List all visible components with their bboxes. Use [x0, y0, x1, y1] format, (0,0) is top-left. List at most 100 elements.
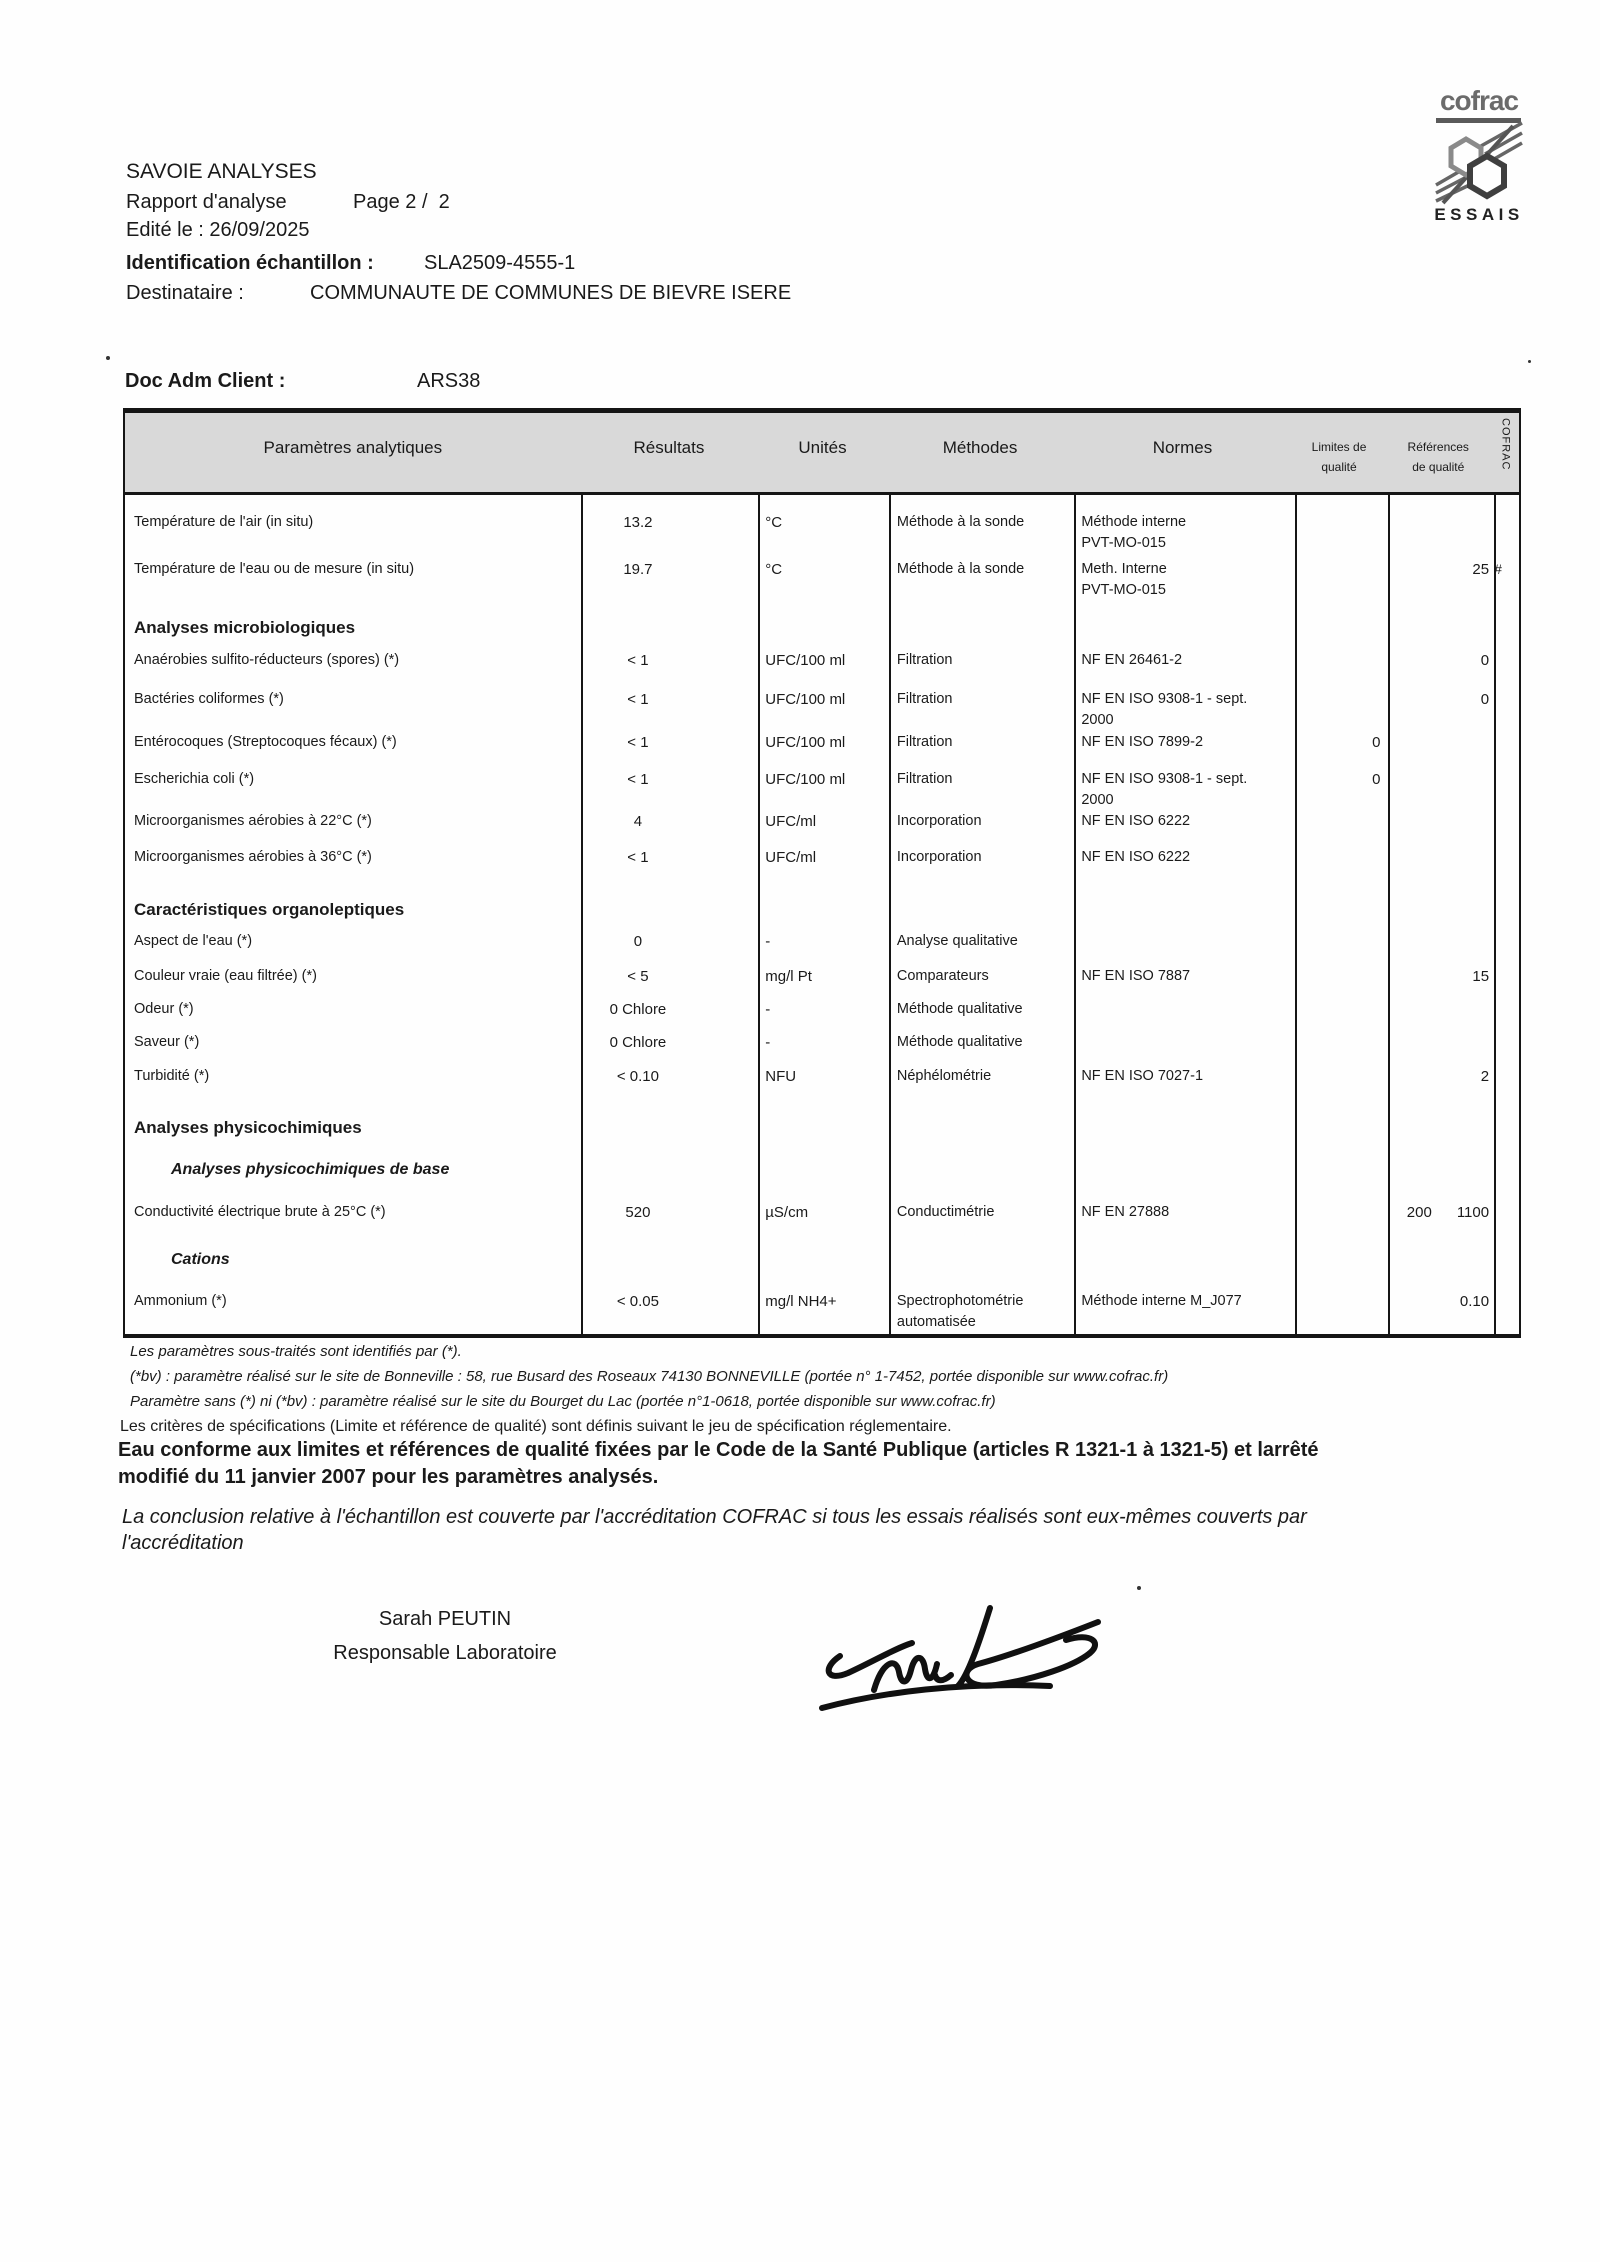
- header-cofrac-label: COFRAC: [1499, 418, 1512, 471]
- scan-speck: [1137, 1586, 1141, 1590]
- cell-param: Couleur vraie (eau filtrée) (*): [134, 968, 317, 984]
- cell-unit: UFC/100 ml: [765, 691, 846, 708]
- cell-method: Filtration: [896, 771, 953, 787]
- cell-result: 0 Chlore: [609, 1034, 667, 1051]
- cell-unit: mg/l NH4+: [765, 1293, 837, 1310]
- cell-cofrac: [1491, 966, 1519, 987]
- header-resultats: Résultats: [633, 438, 705, 457]
- section-organoleptic: Caractéristiques organoleptiques: [134, 900, 405, 919]
- cell-result: < 1: [627, 849, 649, 866]
- cell-norm: [1072, 931, 1292, 952]
- accreditation-line2: l'accréditation: [122, 1532, 244, 1554]
- doc-adm-label: Doc Adm Client :: [125, 370, 286, 392]
- cell-cofrac: [1491, 1032, 1519, 1053]
- cell-ref: [1385, 512, 1491, 554]
- table-row: Microorganismes aérobies à 36°C (*) < 1 …: [125, 847, 1519, 868]
- cell-method: Néphélométrie: [896, 1068, 992, 1084]
- cell-cofrac: [1491, 847, 1519, 868]
- column-divider: [889, 495, 891, 1334]
- scan-speck: [1528, 360, 1531, 363]
- cell-cofrac: [1491, 689, 1519, 731]
- edition-date: Edité le : 26/09/2025: [126, 219, 310, 241]
- recipient-label: Destinataire :: [126, 282, 244, 304]
- cell-cofrac: [1491, 999, 1519, 1020]
- cell-ref: 25: [1472, 561, 1490, 578]
- report-title: Rapport d'analyse: [126, 191, 287, 213]
- cell-param: Entérocoques (Streptocoques fécaux) (*): [134, 734, 397, 750]
- cell-unit: UFC/ml: [765, 849, 817, 866]
- cell-norm: NF EN 27888: [1081, 1204, 1170, 1220]
- cell-method: Méthode à la sonde: [896, 561, 1025, 577]
- cell-result: < 1: [627, 734, 649, 751]
- column-divider: [1295, 495, 1297, 1334]
- header-normes: Normes: [1152, 438, 1213, 457]
- cell-param: Escherichia coli (*): [134, 771, 255, 787]
- table-row: Aspect de l'eau (*) 0 - Analyse qualitat…: [125, 931, 1519, 952]
- cell-norm: NF EN ISO 6222: [1081, 849, 1191, 865]
- cell-limit: [1293, 650, 1386, 671]
- cell-limit: [1293, 1202, 1386, 1223]
- footnote-bonneville: (*bv) : paramètre réalisé sur le site de…: [130, 1368, 1169, 1385]
- cell-limit: [1293, 1032, 1386, 1053]
- cell-norm: NF EN ISO 7887: [1081, 968, 1191, 984]
- cell-norm: Méthode interne PVT-MO-015: [1081, 514, 1187, 551]
- ref-low: 200: [1406, 1204, 1432, 1221]
- cell-method: Comparateurs: [896, 968, 989, 984]
- table-row: Odeur (*) 0 Chlore - Méthode qualitative: [125, 999, 1519, 1020]
- sample-id-label: Identification échantillon :: [126, 252, 374, 274]
- cell-ref: [1385, 847, 1491, 868]
- conformity-line1: Eau conforme aux limites et références d…: [118, 1439, 1319, 1461]
- cell-method: Incorporation: [896, 813, 982, 829]
- cell-unit: °C: [765, 514, 783, 531]
- cell-norm: [1072, 999, 1292, 1020]
- cell-param: Température de l'eau ou de mesure (in si…: [134, 561, 415, 577]
- cell-norm: Méthode interne M_J077: [1081, 1293, 1242, 1309]
- cell-cofrac: [1491, 1202, 1519, 1223]
- cell-param: Turbidité (*): [134, 1068, 210, 1084]
- accreditation-line1: La conclusion relative à l'échantillon e…: [122, 1506, 1307, 1528]
- handwritten-signature: [812, 1598, 1114, 1723]
- cell-result: 19.7: [623, 561, 653, 578]
- cell-method: Filtration: [896, 691, 953, 707]
- cell-unit: °C: [765, 561, 783, 578]
- cell-param: Microorganismes aérobies à 36°C (*): [134, 849, 372, 865]
- signatory-role: Responsable Laboratoire: [333, 1642, 557, 1664]
- cell-result: 0 Chlore: [609, 1001, 667, 1018]
- cell-cofrac: [1491, 931, 1519, 952]
- cell-method: Filtration: [896, 734, 953, 750]
- cell-limit: [1293, 689, 1386, 731]
- cell-norm: NF EN ISO 6222: [1081, 813, 1191, 829]
- cell-ref: 15: [1472, 968, 1490, 985]
- cell-method: Conductimétrie: [896, 1204, 995, 1220]
- cell-ref: [1385, 1032, 1491, 1053]
- cell-result: < 1: [627, 771, 649, 788]
- table-row: Conductivité électrique brute à 25°C (*)…: [125, 1202, 1519, 1223]
- cell-ref: 200 1100: [1385, 1202, 1491, 1223]
- table-row: Ammonium (*) < 0.05 mg/l NH4+ Spectropho…: [125, 1291, 1519, 1333]
- cell-result: 520: [625, 1204, 651, 1221]
- table-row: Température de l'eau ou de mesure (in si…: [125, 559, 1519, 601]
- column-divider: [758, 495, 760, 1334]
- subsection-cations: Cations: [171, 1251, 230, 1268]
- cell-param: Conductivité électrique brute à 25°C (*): [134, 1204, 386, 1220]
- cell-limit: [1293, 1291, 1386, 1333]
- cell-param: Bactéries coliformes (*): [134, 691, 284, 707]
- cell-ref: [1385, 999, 1491, 1020]
- cell-norm: NF EN 26461-2: [1081, 652, 1183, 668]
- cell-method: Filtration: [896, 652, 953, 668]
- footnote-subcontracted: Les paramètres sous-traités sont identif…: [130, 1343, 462, 1360]
- cell-param: Aspect de l'eau (*): [134, 933, 253, 949]
- header-cofrac: COFRAC: [1491, 413, 1519, 492]
- cell-limit: [1293, 931, 1386, 952]
- cell-limit: [1293, 1066, 1386, 1087]
- cell-limit: [1293, 847, 1386, 868]
- cell-unit: -: [765, 1001, 771, 1018]
- cell-param: Ammonium (*): [134, 1293, 227, 1309]
- column-divider: [581, 495, 583, 1334]
- cell-limit: 0: [1372, 771, 1381, 788]
- table-row: Bactéries coliformes (*) < 1 UFC/100 ml …: [125, 689, 1519, 731]
- company-name: SAVOIE ANALYSES: [126, 160, 317, 183]
- table-row: Entérocoques (Streptocoques fécaux) (*) …: [125, 732, 1519, 753]
- conformity-line2: modifié du 11 janvier 2007 pour les para…: [118, 1466, 659, 1488]
- cell-unit: -: [765, 933, 771, 950]
